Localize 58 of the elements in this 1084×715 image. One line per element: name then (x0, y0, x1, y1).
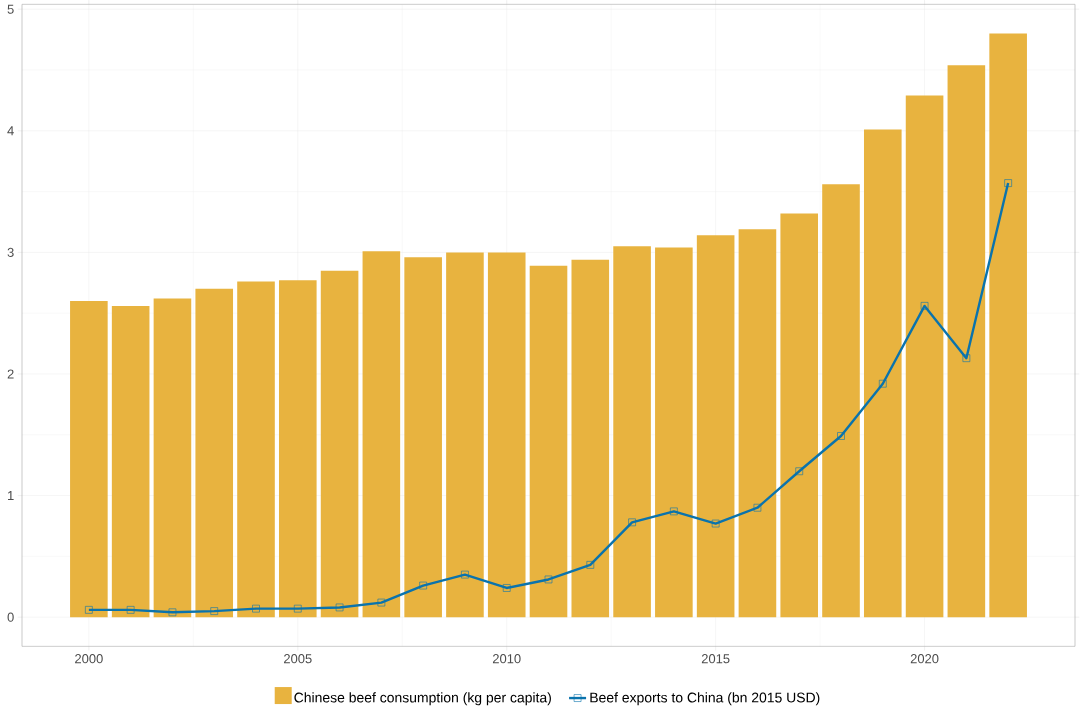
bar (446, 252, 484, 617)
point (628, 518, 636, 526)
point (586, 560, 595, 569)
bar (111, 305, 150, 617)
bar (237, 281, 275, 617)
y-tick-label: 1 (8, 490, 14, 500)
point (753, 503, 762, 512)
point (878, 379, 887, 388)
x-tick-label: 2005 (284, 653, 312, 664)
bar (404, 257, 442, 617)
x-tick-label: 2000 (75, 653, 103, 664)
x-tick-label: 2010 (492, 653, 521, 664)
bar (362, 251, 401, 617)
bar (989, 33, 1027, 617)
y-tick-label: 0 (7, 612, 14, 622)
bar (822, 184, 860, 617)
bar (655, 247, 693, 617)
point (85, 605, 93, 614)
point (461, 570, 469, 579)
point (210, 607, 219, 615)
bar (947, 64, 986, 617)
bar (320, 270, 359, 617)
point (419, 581, 427, 590)
bar (905, 95, 944, 617)
bar (780, 213, 819, 617)
y-tick-label: 2 (7, 369, 14, 379)
bar (195, 288, 234, 617)
bar (153, 298, 192, 617)
point (502, 584, 511, 592)
x-tick-label: 2015 (701, 653, 730, 664)
point (377, 598, 386, 607)
point (335, 603, 344, 612)
point (1004, 179, 1012, 187)
y-tick-label: 5 (7, 4, 14, 14)
bar (571, 259, 610, 617)
bar (70, 300, 108, 617)
point (168, 608, 177, 616)
point (293, 604, 302, 613)
bar (738, 229, 777, 617)
legend-label: Chinese beef consumption (kg per capita) (294, 692, 551, 706)
point (920, 301, 929, 310)
y-tick-label: 3 (7, 247, 14, 257)
bar (278, 280, 317, 617)
bar (529, 265, 568, 617)
point (711, 519, 720, 528)
point (252, 604, 260, 613)
x-tick-label: 2020 (910, 653, 939, 664)
point (795, 467, 804, 475)
point (670, 507, 678, 516)
bar (863, 129, 902, 617)
y-tick-label: 4 (7, 126, 14, 136)
point (544, 575, 553, 584)
bar (613, 246, 651, 617)
bar (487, 252, 526, 617)
point (126, 605, 135, 614)
legend-label: Beef exports to China (bn 2015 USD) (590, 692, 820, 706)
bar (696, 235, 735, 617)
point (962, 354, 971, 362)
